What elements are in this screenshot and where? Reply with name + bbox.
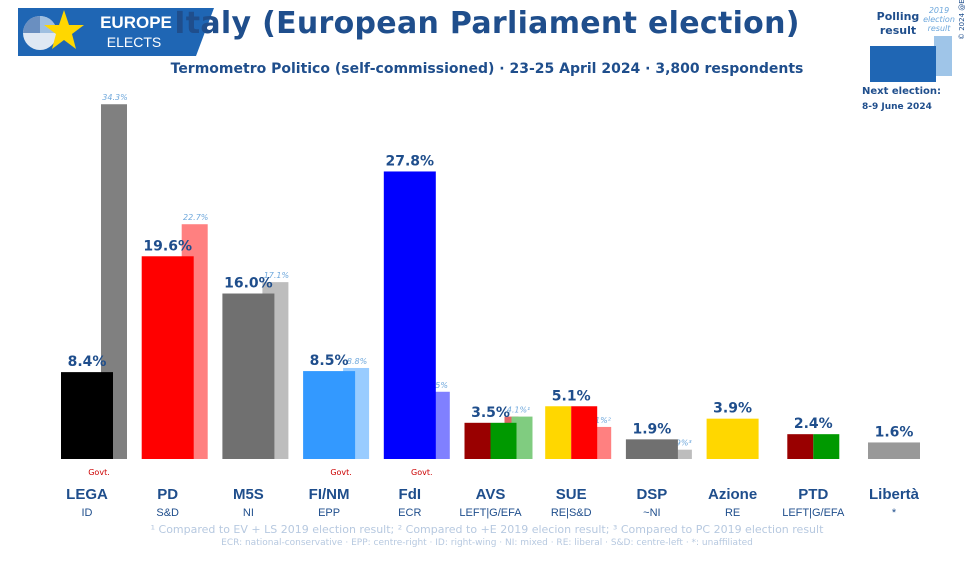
prev-value-label: 6.5%	[428, 381, 448, 390]
govt-label: Govt.	[88, 468, 110, 477]
prev-bar	[665, 449, 692, 459]
group-label: ~NI	[643, 507, 660, 519]
party-label: Libertà	[869, 486, 920, 503]
group-label: NI	[243, 507, 254, 519]
brand-line2: ELECTS	[107, 34, 161, 50]
legend: Polling result 2019 election result Next…	[862, 6, 962, 121]
poll-value-label: 19.6%	[143, 238, 192, 254]
poll-bar	[383, 171, 436, 459]
legend-polling-swatch	[870, 46, 936, 82]
group-label: *	[892, 507, 897, 519]
poll-bar	[571, 406, 598, 459]
group-label: LEFT|G/EFA	[459, 507, 522, 519]
chart-title: Italy (European Parliament election)	[174, 6, 800, 41]
party-label: DSP	[636, 486, 667, 503]
legend-polling-label: Polling result	[876, 10, 920, 37]
party-label: SUE	[556, 486, 587, 503]
legend-next-election-label: Next election:	[862, 86, 941, 97]
poll-value-label: 3.9%	[713, 401, 752, 417]
group-label: RE|S&D	[551, 507, 592, 519]
footnote-line1: ¹ Compared to EV + LS 2019 election resu…	[150, 523, 824, 536]
poll-value-label: 1.6%	[875, 424, 914, 440]
poll-bar	[868, 442, 920, 459]
star-icon	[44, 10, 84, 49]
chart-subtitle: Termometro Politico (self-commissioned) …	[170, 61, 804, 77]
prev-value-label: 17.1%	[264, 271, 289, 280]
poll-value-label: 27.8%	[386, 153, 435, 169]
legend-election-swatch	[934, 36, 952, 76]
poll-bar	[222, 293, 275, 459]
poll-value-label: 3.5%	[471, 405, 510, 421]
party-label: AVS	[476, 486, 506, 503]
footnote-line2: ECR: national-conservative · EPP: centre…	[221, 538, 753, 548]
poll-bar	[464, 422, 491, 459]
group-label: RE	[725, 507, 740, 519]
prev-value-label: 3.1%²	[587, 416, 611, 425]
group-label: EPP	[318, 507, 340, 519]
poll-value-label: 5.1%	[552, 388, 591, 404]
prev-value-label: 34.3%	[102, 93, 127, 102]
group-label: ECR	[398, 507, 421, 519]
poll-bar	[61, 372, 113, 459]
legend-election-label: 2019 election result	[923, 6, 955, 33]
poll-value-label: 2.4%	[794, 416, 833, 432]
govt-label: Govt.	[330, 468, 352, 477]
poll-bar	[706, 418, 759, 459]
govt-label: Govt.	[411, 468, 433, 477]
group-label: S&D	[156, 507, 179, 519]
party-label: PTD	[798, 486, 828, 503]
group-label: LEFT|G/EFA	[782, 507, 845, 519]
prev-value-label: 4.1%¹	[507, 406, 531, 415]
poll-bar	[490, 422, 517, 459]
europe-elects-logo: EUROPE ELECTS	[18, 8, 214, 56]
party-label: FdI	[399, 486, 422, 503]
prev-bar	[511, 416, 533, 459]
brand-line1: EUROPE	[100, 13, 172, 32]
prev-value-label: 8.8%	[347, 357, 367, 366]
poll-bar	[141, 256, 194, 459]
party-label: FI/NM	[309, 486, 350, 503]
poll-bar	[625, 439, 678, 459]
party-label: PD	[157, 486, 178, 503]
party-label: LEGA	[66, 486, 108, 503]
prev-value-label: 22.7%	[183, 213, 208, 222]
poll-bar	[545, 406, 572, 459]
party-label: M5S	[233, 486, 264, 503]
prev-value-label: 0.9%³	[668, 439, 692, 448]
poll-value-label: 1.9%	[632, 421, 671, 437]
poll-value-label: 8.4%	[68, 354, 107, 370]
poll-value-label: 16.0%	[224, 276, 273, 292]
poll-bar	[813, 434, 840, 459]
party-label: Azione	[708, 486, 757, 503]
poll-bar	[303, 371, 356, 459]
poll-value-label: 8.5%	[310, 353, 349, 369]
group-label: ID	[82, 507, 93, 519]
poll-bar	[787, 434, 814, 459]
legend-next-election-date: 8-9 June 2024	[862, 102, 932, 112]
